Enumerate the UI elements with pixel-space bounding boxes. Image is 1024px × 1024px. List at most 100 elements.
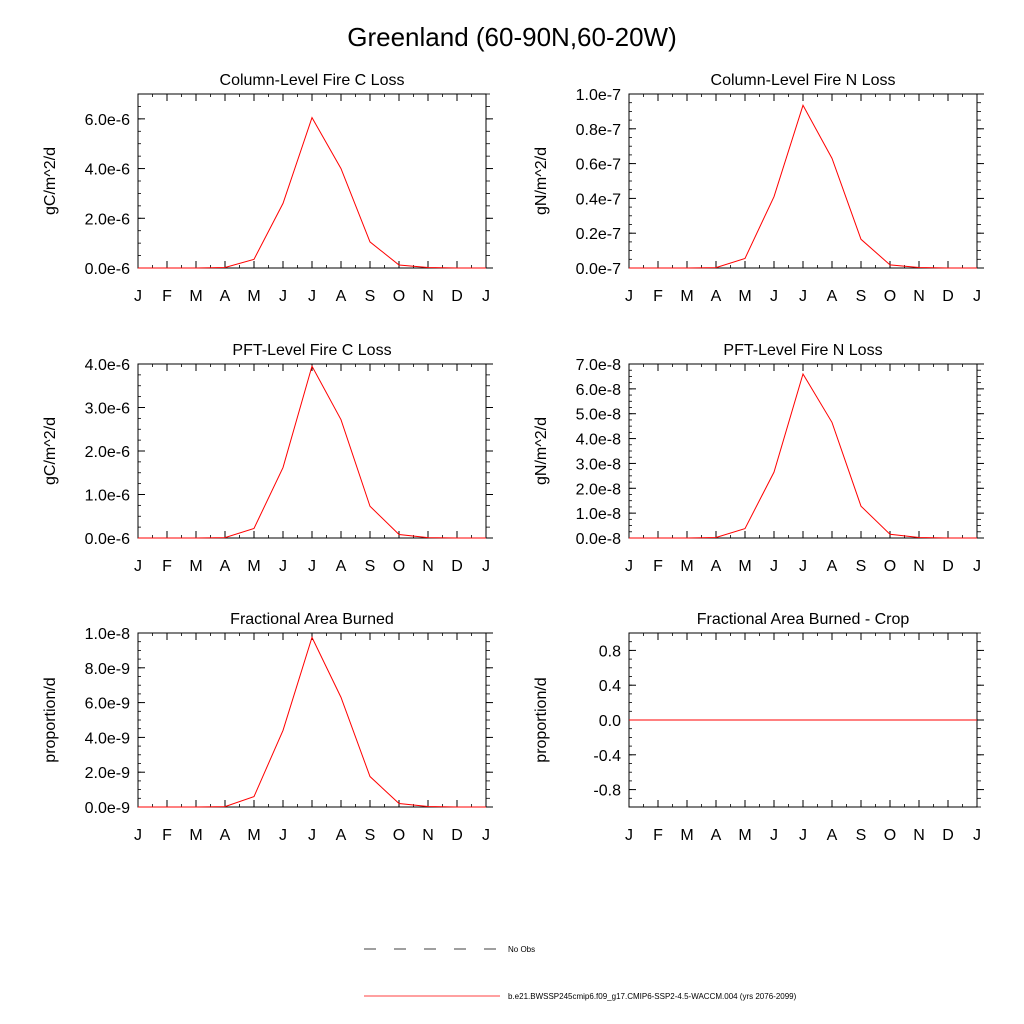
x-tick-label: J — [973, 288, 981, 305]
y-axis-label: proportion/d — [533, 677, 550, 762]
x-tick-label: J — [482, 558, 490, 575]
y-axis-label: gN/m^2/d — [533, 147, 550, 215]
y-tick-label: 5.0e-8 — [576, 407, 621, 424]
chart-title: Fractional Area Burned — [230, 611, 394, 628]
x-tick-label: D — [942, 288, 954, 305]
x-tick-label: J — [799, 288, 807, 305]
x-tick-label: O — [884, 558, 896, 575]
x-tick-label: J — [134, 827, 142, 844]
x-tick-label: M — [247, 288, 260, 305]
y-tick-label: 4.0e-6 — [85, 162, 130, 179]
x-tick-label: F — [162, 288, 172, 305]
chart-panel: Fractional Area Burned - Crop proportion/… — [533, 611, 984, 844]
plot-frame — [137, 632, 487, 808]
x-tick-label: D — [942, 827, 954, 844]
plot-frame — [628, 363, 978, 539]
x-tick-label: J — [308, 288, 316, 305]
y-tick-label: 8.0e-9 — [85, 661, 130, 678]
y-tick-label: 1.0e-7 — [576, 87, 621, 104]
x-tick-label: A — [711, 827, 722, 844]
x-tick-label: J — [308, 558, 316, 575]
x-tick-label: J — [279, 288, 287, 305]
x-tick-label: S — [856, 288, 867, 305]
x-tick-label: N — [422, 288, 434, 305]
y-tick-label: 0.8 — [599, 643, 621, 660]
x-tick-label: M — [738, 827, 751, 844]
y-tick-label: 3.0e-6 — [85, 401, 130, 418]
x-tick-label: J — [279, 827, 287, 844]
x-tick-label: J — [279, 558, 287, 575]
chart-title: PFT-Level Fire N Loss — [723, 342, 882, 359]
y-tick-label: -0.4 — [593, 748, 621, 765]
y-axis-label: gC/m^2/d — [42, 147, 59, 215]
x-tick-label: M — [738, 558, 751, 575]
x-tick-label: M — [247, 827, 260, 844]
x-tick-label: F — [162, 558, 172, 575]
y-tick-label: 2.0e-8 — [576, 481, 621, 498]
y-axis-label: gC/m^2/d — [42, 417, 59, 485]
x-tick-label: J — [799, 827, 807, 844]
y-tick-label: 0.8e-7 — [576, 122, 621, 139]
y-tick-label: 1.0e-8 — [576, 506, 621, 523]
y-tick-label: 1.0e-6 — [85, 488, 130, 505]
x-tick-label: S — [365, 558, 376, 575]
x-tick-label: M — [738, 288, 751, 305]
y-tick-label: 0.0e-7 — [576, 261, 621, 278]
x-tick-label: D — [451, 288, 463, 305]
x-tick-label: J — [625, 827, 633, 844]
x-tick-label: F — [653, 558, 663, 575]
x-tick-label: O — [393, 558, 405, 575]
x-tick-label: M — [189, 288, 202, 305]
x-tick-label: A — [827, 558, 838, 575]
x-tick-label: O — [884, 288, 896, 305]
x-tick-label: A — [711, 558, 722, 575]
x-tick-label: M — [680, 288, 693, 305]
figure-title: Greenland (60-90N,60-20W) — [347, 22, 677, 52]
series-line — [629, 372, 977, 539]
x-tick-label: O — [393, 827, 405, 844]
series-line — [629, 104, 977, 269]
x-tick-label: J — [973, 558, 981, 575]
x-tick-label: J — [134, 288, 142, 305]
x-tick-label: J — [134, 558, 142, 575]
y-tick-label: 0.0e-9 — [85, 800, 130, 817]
y-axis-label: proportion/d — [42, 677, 59, 762]
y-tick-label: 0.0e-8 — [576, 531, 621, 548]
y-axis-label: gN/m^2/d — [533, 417, 550, 485]
y-tick-label: 0.6e-7 — [576, 157, 621, 174]
y-tick-label: 6.0e-9 — [85, 696, 130, 713]
x-tick-label: F — [162, 827, 172, 844]
y-tick-label: 2.0e-9 — [85, 765, 130, 782]
plot-frame — [137, 363, 487, 539]
x-tick-label: M — [189, 558, 202, 575]
x-tick-label: J — [799, 558, 807, 575]
x-tick-label: S — [365, 827, 376, 844]
x-tick-label: A — [827, 288, 838, 305]
x-tick-label: M — [680, 827, 693, 844]
x-tick-label: A — [711, 288, 722, 305]
x-tick-label: M — [247, 558, 260, 575]
y-tick-label: 4.0e-9 — [85, 730, 130, 747]
x-tick-label: A — [220, 558, 231, 575]
x-tick-label: O — [884, 827, 896, 844]
y-tick-label: 7.0e-8 — [576, 357, 621, 374]
x-tick-label: S — [856, 558, 867, 575]
x-tick-label: J — [770, 827, 778, 844]
y-tick-label: 6.0e-6 — [85, 112, 130, 129]
x-tick-label: J — [770, 558, 778, 575]
y-tick-label: 0.0 — [599, 713, 621, 730]
x-tick-label: N — [913, 558, 925, 575]
y-tick-label: 0.4 — [599, 678, 621, 695]
x-tick-label: J — [308, 827, 316, 844]
x-tick-label: J — [770, 288, 778, 305]
x-tick-label: S — [856, 827, 867, 844]
chart-title: PFT-Level Fire C Loss — [232, 342, 391, 359]
y-tick-label: 3.0e-8 — [576, 456, 621, 473]
y-tick-label: 0.4e-7 — [576, 191, 621, 208]
x-tick-label: O — [393, 288, 405, 305]
chart-title: Column-Level Fire N Loss — [711, 72, 896, 89]
chart-title: Column-Level Fire C Loss — [220, 72, 405, 89]
